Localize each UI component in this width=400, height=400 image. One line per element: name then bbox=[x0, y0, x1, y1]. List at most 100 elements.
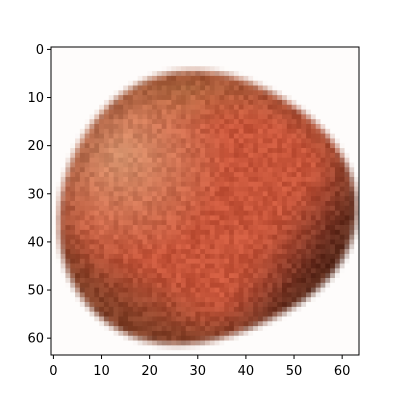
image-pixel bbox=[118, 119, 124, 125]
image-pixel bbox=[262, 61, 268, 67]
image-pixel bbox=[176, 311, 182, 317]
image-pixel bbox=[94, 239, 100, 245]
image-pixel bbox=[65, 263, 71, 269]
image-pixel bbox=[296, 51, 302, 57]
image-pixel bbox=[161, 71, 167, 77]
image-pixel bbox=[75, 350, 81, 356]
image-pixel bbox=[354, 133, 360, 139]
image-pixel bbox=[291, 56, 297, 62]
image-pixel bbox=[286, 143, 292, 149]
image-pixel bbox=[108, 66, 114, 72]
image-pixel bbox=[224, 66, 230, 72]
image-pixel bbox=[190, 326, 196, 332]
image-pixel bbox=[103, 176, 110, 183]
image-pixel bbox=[161, 138, 167, 144]
image-pixel bbox=[60, 350, 66, 356]
image-pixel bbox=[301, 104, 307, 110]
image-pixel bbox=[291, 162, 297, 168]
image-pixel bbox=[94, 282, 100, 288]
image-pixel bbox=[171, 47, 177, 53]
image-pixel bbox=[214, 124, 220, 130]
image-pixel bbox=[70, 215, 76, 221]
image-pixel bbox=[137, 85, 143, 91]
image-pixel bbox=[229, 253, 235, 260]
image-pixel bbox=[291, 225, 297, 231]
image-pixel bbox=[315, 191, 321, 197]
image-pixel bbox=[291, 148, 297, 154]
image-pixel bbox=[152, 253, 158, 260]
image-pixel bbox=[334, 133, 341, 139]
image-pixel bbox=[128, 181, 134, 187]
image-pixel bbox=[267, 297, 273, 303]
image-pixel bbox=[354, 244, 360, 250]
image-pixel bbox=[166, 85, 172, 91]
image-pixel bbox=[118, 244, 124, 250]
image-pixel bbox=[354, 258, 360, 264]
image-pixel bbox=[209, 229, 215, 236]
image-pixel bbox=[142, 167, 148, 173]
image-pixel bbox=[51, 205, 57, 211]
image-pixel bbox=[185, 350, 191, 356]
image-pixel bbox=[310, 215, 317, 221]
image-pixel bbox=[310, 196, 317, 202]
image-pixel bbox=[176, 186, 182, 192]
image-pixel bbox=[296, 340, 302, 346]
image-pixel bbox=[291, 143, 297, 149]
image-pixel bbox=[243, 330, 249, 337]
image-pixel bbox=[267, 61, 273, 67]
image-pixel bbox=[248, 306, 254, 313]
image-pixel bbox=[84, 273, 90, 279]
image-pixel bbox=[147, 61, 153, 67]
image-pixel bbox=[349, 335, 355, 341]
image-pixel bbox=[147, 253, 153, 260]
image-pixel bbox=[123, 119, 129, 125]
image-pixel bbox=[354, 71, 360, 77]
image-pixel bbox=[253, 330, 259, 337]
image-pixel bbox=[344, 51, 350, 57]
image-pixel bbox=[70, 297, 76, 303]
image-pixel bbox=[161, 152, 167, 159]
image-pixel bbox=[315, 340, 321, 346]
image-pixel bbox=[190, 148, 196, 154]
image-pixel bbox=[282, 176, 288, 183]
image-pixel bbox=[296, 287, 302, 293]
image-pixel bbox=[103, 128, 110, 134]
image-pixel bbox=[320, 128, 326, 134]
image-pixel bbox=[253, 215, 259, 221]
image-pixel bbox=[219, 85, 225, 91]
image-pixel bbox=[128, 138, 134, 144]
image-pixel bbox=[84, 282, 90, 288]
image-pixel bbox=[152, 172, 158, 178]
image-pixel bbox=[70, 321, 76, 327]
image-pixel bbox=[219, 148, 225, 154]
image-pixel bbox=[51, 239, 57, 245]
image-pixel bbox=[229, 263, 235, 269]
image-pixel bbox=[272, 119, 278, 125]
image-pixel bbox=[282, 181, 288, 187]
image-pixel bbox=[291, 191, 297, 197]
image-pixel bbox=[94, 109, 100, 115]
image-pixel bbox=[137, 201, 143, 207]
image-pixel bbox=[248, 330, 254, 337]
image-pixel bbox=[180, 278, 187, 284]
image-pixel bbox=[180, 316, 187, 322]
image-pixel bbox=[209, 244, 215, 250]
image-pixel bbox=[282, 75, 288, 82]
image-pixel bbox=[229, 229, 235, 236]
image-pixel bbox=[229, 181, 235, 187]
image-pixel bbox=[233, 330, 240, 337]
image-pixel bbox=[161, 148, 167, 154]
image-pixel bbox=[214, 109, 220, 115]
image-pixel bbox=[70, 287, 76, 293]
image-pixel bbox=[118, 71, 124, 77]
image-pixel bbox=[94, 287, 100, 293]
image-pixel bbox=[161, 316, 167, 322]
image-pixel bbox=[103, 148, 110, 154]
image-pixel bbox=[214, 229, 220, 236]
image-pixel bbox=[137, 90, 143, 96]
image-pixel bbox=[51, 95, 57, 101]
image-pixel bbox=[132, 201, 138, 207]
image-pixel bbox=[291, 128, 297, 134]
image-pixel bbox=[233, 85, 240, 91]
image-pixel bbox=[205, 90, 211, 96]
